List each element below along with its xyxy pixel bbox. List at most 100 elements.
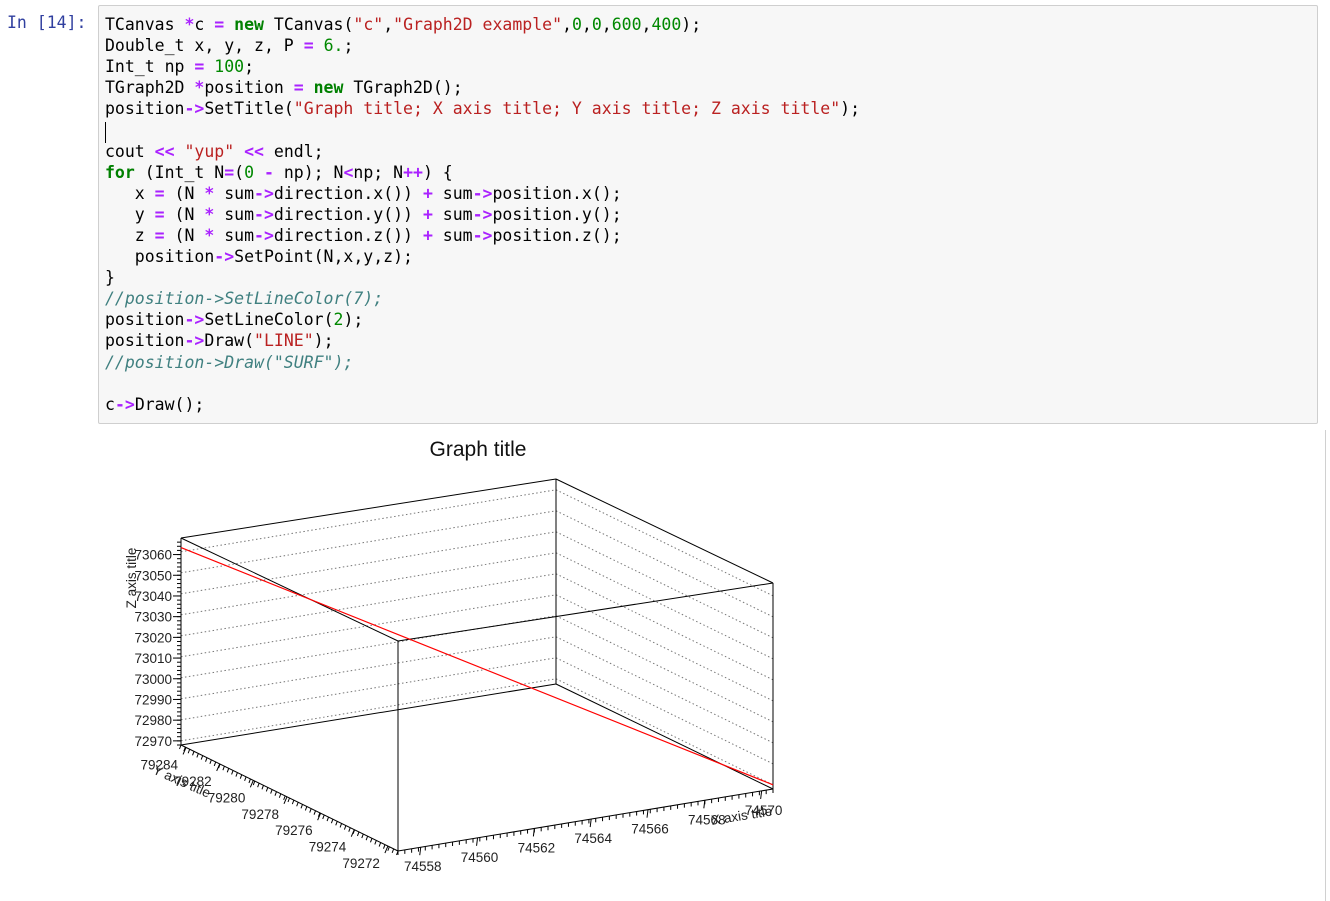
code-token: = bbox=[214, 15, 225, 34]
code-token: 0 bbox=[591, 15, 602, 34]
x-tick-label: 74570 bbox=[745, 803, 783, 818]
x-tick-label: 74566 bbox=[631, 822, 669, 837]
gridline bbox=[555, 573, 774, 681]
code-token: np); N bbox=[273, 162, 344, 182]
code-token: * bbox=[204, 204, 215, 224]
gridline bbox=[180, 657, 557, 721]
code-token bbox=[254, 163, 264, 182]
y-minor-tick bbox=[218, 763, 221, 769]
code-token: << bbox=[244, 141, 264, 161]
code-token: , bbox=[601, 15, 612, 34]
code-token: -> bbox=[472, 225, 493, 245]
code-line: z = (N * sum->direction.z()) + sum->posi… bbox=[105, 225, 860, 246]
code-token: = bbox=[154, 225, 165, 245]
y-minor-tick bbox=[309, 808, 312, 813]
code-token: Draw( bbox=[204, 331, 255, 351]
code-line: position->SetTitle("Graph title; X axis … bbox=[105, 98, 860, 119]
code-token: ) { bbox=[422, 162, 453, 182]
code-token: = bbox=[224, 162, 235, 182]
z-tick-label: 73000 bbox=[134, 672, 172, 687]
code-token: + bbox=[422, 204, 433, 224]
code-line: x = (N * sum->direction.x()) + sum->posi… bbox=[105, 183, 860, 204]
frame-box bbox=[180, 478, 774, 852]
code-token: = bbox=[293, 78, 304, 98]
code-token: position bbox=[105, 310, 185, 330]
gridline bbox=[555, 678, 774, 786]
gridline bbox=[180, 678, 557, 742]
x-tick bbox=[646, 809, 649, 818]
code-token: TCanvas bbox=[105, 15, 185, 34]
gridline bbox=[180, 531, 557, 595]
y-minor-tick bbox=[369, 838, 373, 843]
y-tick-label: 79280 bbox=[208, 790, 246, 805]
series-line bbox=[180, 547, 774, 786]
code-editor[interactable]: TCanvas *c = new TCanvas("c","Graph2D ex… bbox=[105, 14, 860, 415]
x-tick-label: 74560 bbox=[461, 850, 499, 865]
code-line: cout << "yup" << endl; bbox=[105, 141, 860, 162]
frame-edge bbox=[397, 788, 774, 852]
y-minor-tick bbox=[313, 810, 317, 815]
code-token: -> bbox=[114, 394, 135, 414]
code-token: c bbox=[194, 15, 215, 34]
y-minor-tick bbox=[235, 772, 238, 777]
code-token: -> bbox=[472, 204, 493, 224]
x-tick bbox=[419, 847, 422, 856]
code-token: -> bbox=[472, 183, 493, 203]
code-token bbox=[234, 142, 244, 161]
y-tick-label: 79284 bbox=[140, 757, 178, 772]
code-token: -> bbox=[214, 247, 235, 267]
code-token: direction.y()) bbox=[273, 204, 423, 224]
y-minor-tick bbox=[239, 774, 243, 779]
code-token: cout bbox=[105, 141, 155, 161]
y-minor-tick bbox=[200, 755, 204, 760]
code-line: position->Draw("LINE"); bbox=[105, 330, 860, 351]
code-token: position bbox=[204, 78, 294, 98]
y-minor-tick bbox=[270, 789, 273, 794]
code-token: position bbox=[105, 247, 215, 267]
y-tick bbox=[249, 780, 254, 788]
code-token: //position->SetLineColor(7); bbox=[105, 289, 384, 309]
code-token: = bbox=[154, 204, 165, 224]
code-line: //position->SetLineColor(7); bbox=[105, 288, 860, 309]
code-token: sum bbox=[214, 204, 255, 224]
code-token: direction.x()) bbox=[273, 183, 423, 203]
z-tick-label: 73030 bbox=[134, 610, 172, 625]
frame-edge bbox=[180, 683, 557, 746]
y-minor-tick bbox=[187, 749, 191, 754]
y-minor-tick bbox=[300, 804, 303, 809]
code-token bbox=[304, 78, 314, 97]
code-cell-input[interactable]: TCanvas *c = new TCanvas("c","Graph2D ex… bbox=[98, 5, 1318, 424]
y-minor-tick bbox=[335, 821, 338, 826]
code-line: ​ bbox=[105, 119, 860, 140]
gridline bbox=[555, 636, 774, 744]
code-token: (Int_t N bbox=[134, 162, 225, 182]
x-tick bbox=[589, 818, 592, 828]
code-token: 2 bbox=[333, 310, 344, 330]
text-cursor bbox=[105, 122, 106, 143]
code-token: , bbox=[562, 15, 572, 34]
code-token: sum bbox=[214, 183, 255, 203]
code-token: 100 bbox=[214, 57, 245, 77]
code-token: ++ bbox=[403, 162, 423, 182]
scrollbar-track bbox=[1325, 430, 1326, 901]
code-token: TGraph2D bbox=[105, 78, 195, 98]
code-token: ; bbox=[343, 36, 354, 56]
code-line: Int_t np = 100; bbox=[105, 56, 860, 77]
y-tick-label: 79278 bbox=[241, 807, 279, 822]
frame-edge bbox=[555, 683, 774, 790]
code-token: + bbox=[422, 183, 433, 203]
y-tick bbox=[384, 845, 389, 854]
code-token: -> bbox=[184, 99, 205, 119]
x-tick bbox=[760, 790, 763, 799]
y-minor-tick bbox=[287, 797, 290, 803]
code-token: x bbox=[105, 183, 155, 203]
code-token: y bbox=[105, 204, 155, 224]
y-tick bbox=[317, 813, 322, 821]
y-minor-tick bbox=[356, 831, 360, 837]
code-token: = bbox=[303, 36, 314, 56]
code-line: ​ bbox=[105, 373, 860, 394]
code-token: new bbox=[313, 78, 344, 98]
gridline bbox=[555, 510, 774, 618]
y-minor-tick bbox=[374, 840, 377, 845]
code-token: z bbox=[105, 225, 155, 245]
